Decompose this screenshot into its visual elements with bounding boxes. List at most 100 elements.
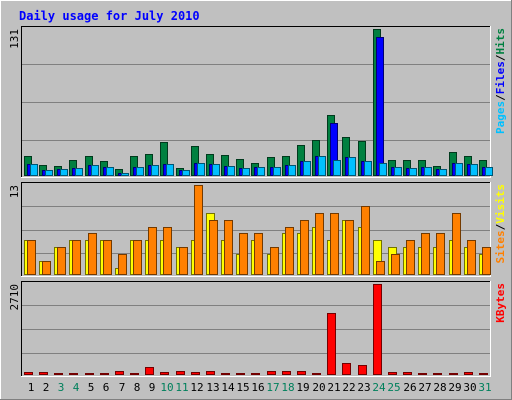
bar-kbytes-day-29 <box>449 373 458 375</box>
bar-sites-day-10 <box>163 227 172 275</box>
day-label-22: 22 <box>342 381 355 394</box>
bar-pages-day-3 <box>60 169 68 176</box>
bar-pages-day-4 <box>75 168 83 176</box>
bar-pages-day-10 <box>166 164 174 176</box>
bar-sites-day-22 <box>345 220 354 275</box>
bar-kbytes-day-4 <box>69 373 78 375</box>
day-label-5: 5 <box>88 381 95 394</box>
bar-kbytes-day-26 <box>403 372 412 375</box>
day-label-8: 8 <box>134 381 141 394</box>
bar-pages-day-15 <box>242 168 250 176</box>
legend-entry: / <box>494 223 507 230</box>
panel-legend: Sites/Visits <box>494 184 507 264</box>
day-label-15: 15 <box>236 381 249 394</box>
bar-kbytes-day-17 <box>267 371 276 375</box>
bar-files-day-24 <box>376 37 384 176</box>
day-label-10: 10 <box>160 381 173 394</box>
bar-pages-day-28 <box>439 169 447 176</box>
day-label-14: 14 <box>221 381 235 394</box>
bar-kbytes-day-13 <box>206 371 215 375</box>
bar-sites-day-28 <box>436 233 445 275</box>
legend-entry: Sites <box>494 230 507 263</box>
bar-sites-day-19 <box>300 220 309 275</box>
bar-sites-day-27 <box>421 233 430 275</box>
bar-pages-day-18 <box>288 165 296 176</box>
bar-kbytes-day-25 <box>388 372 397 375</box>
bar-kbytes-day-27 <box>418 373 427 375</box>
bar-kbytes-day-7 <box>115 371 124 375</box>
legend-entry: / <box>494 94 507 101</box>
panel-kbytes: 2710 KBytes <box>8 281 507 377</box>
bar-sites-day-13 <box>209 220 218 275</box>
bar-kbytes-day-20 <box>312 373 321 375</box>
axis-max-label: 131 <box>8 29 21 49</box>
bar-pages-day-11 <box>182 170 190 176</box>
bar-sites-day-18 <box>285 227 294 275</box>
series-sites <box>27 185 491 275</box>
series-pages <box>30 156 493 176</box>
panel-hits-files-pages: 131 Pages/Files/Hits <box>8 26 507 178</box>
day-label-19: 19 <box>296 381 309 394</box>
bar-sites-day-8 <box>133 240 142 275</box>
day-label-9: 9 <box>149 381 156 394</box>
bar-pages-day-17 <box>273 167 281 176</box>
bar-sites-day-23 <box>361 206 370 275</box>
bar-pages-day-5 <box>91 165 99 176</box>
bar-pages-day-12 <box>197 163 205 176</box>
bar-kbytes-day-6 <box>100 373 109 375</box>
bar-kbytes-day-18 <box>282 371 291 375</box>
bar-kbytes-day-10 <box>160 372 169 375</box>
bar-kbytes-day-14 <box>221 373 230 375</box>
bar-pages-day-16 <box>257 167 265 176</box>
bar-pages-day-9 <box>151 165 159 176</box>
day-label-1: 1 <box>28 381 35 394</box>
legend-entry: Visits <box>494 184 507 224</box>
bar-pages-day-22 <box>348 157 356 176</box>
day-label-12: 12 <box>190 381 203 394</box>
panel-legend: KBytes <box>494 283 507 323</box>
day-label-27: 27 <box>418 381 431 394</box>
day-label-31: 31 <box>478 381 491 394</box>
panel-legend: Pages/Files/Hits <box>494 28 507 134</box>
bar-kbytes-day-23 <box>358 365 367 375</box>
bar-pages-day-27 <box>424 167 432 176</box>
axis-max-label: 13 <box>8 185 21 198</box>
day-label-6: 6 <box>103 381 110 394</box>
day-label-24: 24 <box>372 381 386 394</box>
bar-pages-day-25 <box>394 167 402 176</box>
day-label-11: 11 <box>175 381 188 394</box>
bar-kbytes-day-31 <box>479 373 488 375</box>
day-label-21: 21 <box>327 381 340 394</box>
bar-sites-day-14 <box>224 220 233 275</box>
bar-sites-day-29 <box>452 213 461 275</box>
bar-sites-day-20 <box>315 213 324 275</box>
bar-kbytes-day-15 <box>236 373 245 375</box>
bar-pages-day-29 <box>455 163 463 176</box>
bar-pages-day-23 <box>364 161 372 176</box>
bar-kbytes-day-9 <box>145 367 154 375</box>
bar-kbytes-day-5 <box>85 373 94 375</box>
bar-sites-day-17 <box>270 247 279 275</box>
bar-kbytes-day-30 <box>464 372 473 375</box>
bar-pages-day-26 <box>409 168 417 176</box>
bar-pages-day-19 <box>303 161 311 176</box>
day-label-13: 13 <box>206 381 219 394</box>
bar-sites-day-1 <box>27 240 36 275</box>
bar-sites-day-11 <box>179 247 188 275</box>
day-label-28: 28 <box>433 381 446 394</box>
bar-pages-day-24 <box>379 163 387 176</box>
bar-kbytes-day-24 <box>373 284 382 375</box>
bar-sites-day-31 <box>482 247 491 275</box>
bar-kbytes-day-12 <box>191 372 200 375</box>
day-label-26: 26 <box>403 381 416 394</box>
legend-entry: Files <box>494 61 507 94</box>
bar-kbytes-day-21 <box>327 313 336 375</box>
day-label-29: 29 <box>448 381 461 394</box>
day-label-20: 20 <box>312 381 325 394</box>
bar-pages-day-30 <box>470 164 478 176</box>
day-label-23: 23 <box>357 381 370 394</box>
legend-entry: / <box>494 54 507 61</box>
bar-pages-day-6 <box>106 167 114 176</box>
